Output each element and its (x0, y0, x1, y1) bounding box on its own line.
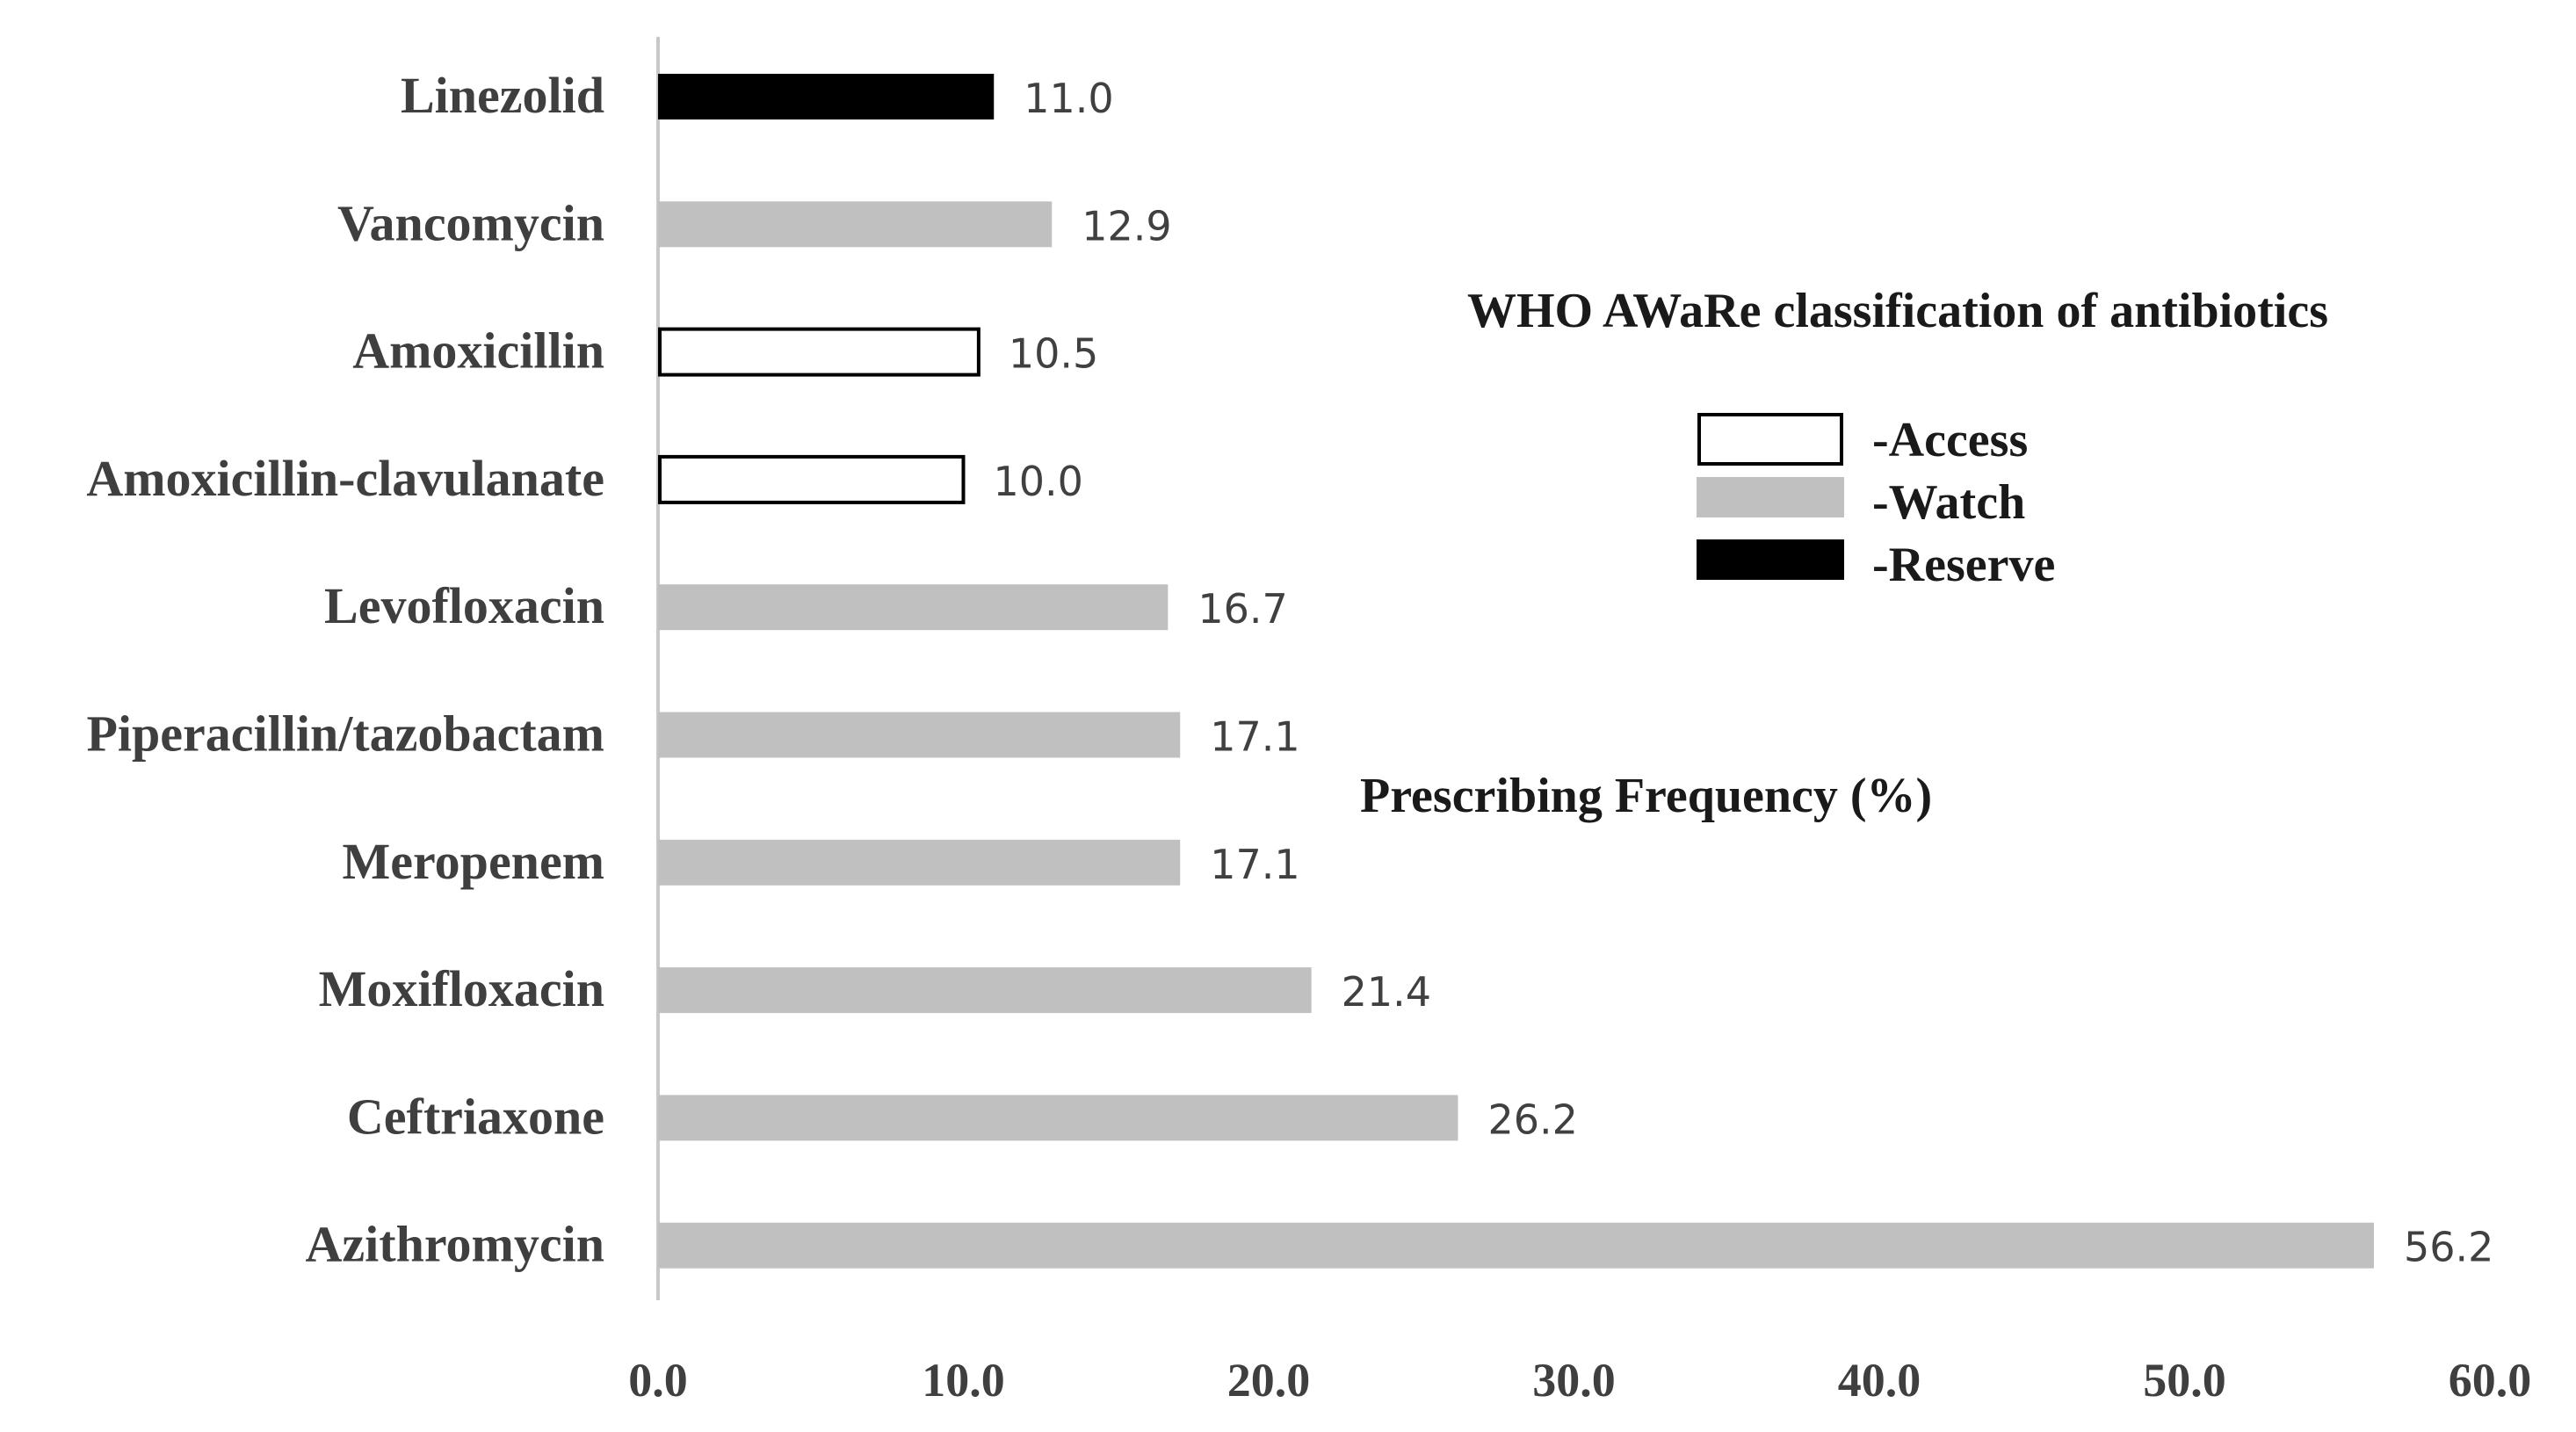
value-label: 10.0 (994, 458, 1083, 505)
category-label: Piperacillin/tazobactam (86, 705, 604, 763)
value-label: 17.1 (1210, 841, 1299, 888)
category-label: Meropenem (343, 833, 605, 890)
x-tick-label: 50.0 (2143, 1354, 2226, 1407)
bar-4 (658, 454, 966, 504)
legend-swatch-access (1697, 413, 1843, 466)
value-label: 11.0 (1024, 75, 1113, 122)
value-label: 56.2 (2404, 1224, 2493, 1271)
x-tick-label: 0.0 (628, 1354, 688, 1407)
legend-label-reserve: -Reserve (1872, 538, 2055, 592)
x-tick-label: 60.0 (2449, 1354, 2532, 1407)
bar-9 (658, 1095, 1458, 1141)
legend-label-access: -Access (1872, 413, 2028, 467)
legend-swatch-reserve (1697, 539, 1844, 580)
legend: WHO AWaRe classification of antibiotics … (1467, 284, 2328, 592)
category-label: Levofloxacin (324, 577, 604, 634)
bar-5 (658, 584, 1169, 631)
bar-3 (658, 327, 980, 377)
legend-entries: -Access -Watch -Reserve (1697, 413, 2055, 592)
x-tick-labels: 0.0 10.0 20.0 30.0 40.0 50.0 60.0 (628, 1354, 2531, 1407)
x-tick-label: 20.0 (1227, 1354, 1311, 1407)
legend-swatch-watch (1697, 477, 1844, 517)
category-label: Amoxicillin-clavulanate (86, 450, 604, 507)
bars-group (658, 74, 2374, 1269)
legend-title: WHO AWaRe classification of antibiotics (1467, 284, 2328, 338)
x-tick-label: 30.0 (1532, 1354, 1616, 1407)
value-label: 12.9 (1082, 202, 1171, 250)
value-label: 26.2 (1487, 1096, 1577, 1143)
category-labels: Linezolid Vancomycin Amoxicillin Amoxicilli… (86, 67, 604, 1273)
x-tick-label: 10.0 (922, 1354, 1005, 1407)
x-axis-title: Prescribing Frequency (%) (1360, 769, 1932, 823)
value-label: 16.7 (1198, 585, 1287, 633)
bar-10 (658, 1222, 2374, 1269)
value-label: 21.4 (1342, 968, 1431, 1016)
bar-2 (658, 201, 1053, 248)
category-label: Ceftriaxone (347, 1088, 604, 1145)
category-label: Vancomycin (337, 194, 604, 251)
x-tick-label: 40.0 (1838, 1354, 1921, 1407)
category-label: Amoxicillin (352, 322, 604, 380)
category-label: Linezolid (401, 67, 604, 124)
bar-1 (658, 74, 995, 119)
category-label: Moxifloxacin (319, 960, 604, 1017)
value-labels: 11.0 12.9 10.5 10.0 16.7 17.1 17.1 21.4 26.2 56.2 (994, 75, 2494, 1271)
legend-label-watch: -Watch (1872, 475, 2025, 530)
bar-8 (658, 967, 1312, 1014)
category-label: Azithromycin (306, 1216, 604, 1273)
bar-7 (658, 839, 1181, 886)
bar-6 (658, 712, 1181, 758)
value-label: 17.1 (1210, 713, 1299, 761)
value-label: 10.5 (1009, 330, 1098, 378)
